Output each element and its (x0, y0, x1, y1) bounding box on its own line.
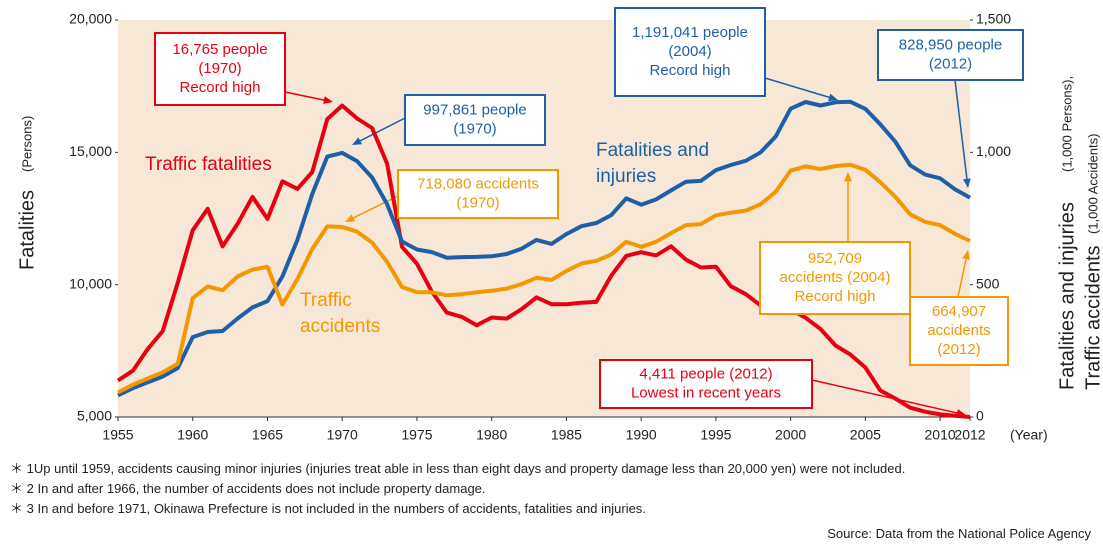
series-label: Traffic fatalities (145, 154, 272, 175)
arrow-head (963, 178, 971, 188)
x-tick-label: 1975 (401, 427, 432, 443)
y2-tick-label: 1,000 (976, 143, 1011, 159)
annotation-box (614, 7, 766, 97)
y-tick-label: 5,000 (77, 408, 112, 424)
y2-label-text: Fatalities and injuries (1056, 202, 1078, 390)
x-tick-label: 1970 (327, 427, 358, 443)
annotation-arrow (957, 255, 968, 298)
annotation-text: (1970) (453, 120, 496, 137)
x-tick-label: 1955 (102, 427, 133, 443)
x-tick-label: 2005 (850, 427, 881, 443)
x-tick-label: 1985 (551, 427, 582, 443)
annotation-text: Lowest in recent years (631, 384, 781, 401)
annotation-box (397, 169, 559, 219)
x-tick-label: 2012 (954, 427, 985, 443)
annotation-text: 718,080 accidents (417, 175, 539, 192)
annotation-text: (1970) (456, 194, 499, 211)
footnote: ＊ 2 In and after 1966, the number of acc… (10, 481, 486, 496)
arrows (284, 77, 971, 417)
series-line (117, 99, 971, 398)
y-label-unit: (Persons) (19, 116, 34, 172)
annotation-text: 952,709 (808, 250, 862, 267)
y-label: Fatalities (Persons) (16, 116, 38, 270)
annotation-box (154, 32, 286, 106)
series-line (116, 103, 971, 419)
annotation-box (759, 241, 911, 315)
arrow-head (352, 137, 362, 145)
annotation-text: Record high (795, 288, 876, 305)
annotation-arrow (357, 117, 406, 143)
arrow-head (962, 250, 970, 260)
annotation-text: (2012) (937, 341, 980, 358)
y-tick-label: 20,000 (69, 11, 112, 27)
y2-label: Fatalities and injuries (1,000 Persons),… (1056, 76, 1103, 390)
annotation-text: Record high (650, 62, 731, 79)
annotation-text: (2012) (929, 55, 972, 72)
arrow-head (828, 93, 838, 102)
series-label: Fatalities and injuries (596, 140, 710, 187)
annotation-text: 997,861 people (423, 101, 526, 118)
annotation-arrow (284, 91, 328, 102)
annotation-text: accidents (2004) (780, 269, 891, 286)
arrow-head (323, 96, 333, 104)
x-tick-label: 2010 (925, 427, 956, 443)
x-tick-label: 1960 (177, 427, 208, 443)
y-tick-label: 15,000 (69, 143, 112, 159)
y2-tick-label: 0 (976, 408, 984, 424)
annotation-box (599, 359, 813, 409)
annotation-text: accidents (927, 322, 990, 339)
annotation-text: 664,907 (932, 303, 986, 320)
annotation-text: 4,411 people (2012) (639, 365, 772, 382)
series-line (117, 162, 971, 395)
annotation-text: 16,765 people (172, 41, 267, 58)
y-tick-label: 10,000 (69, 275, 112, 291)
y2-tick-label: 500 (976, 275, 1000, 291)
annotation-arrow (954, 79, 969, 183)
y2-tick-label: 1,500 (976, 11, 1011, 27)
y2-label-unit: (1,000 Persons), (1059, 76, 1074, 172)
x-tick-label: 1980 (476, 427, 507, 443)
annotation-text: (1970) (198, 60, 241, 77)
arrow-head (844, 172, 852, 182)
x-label: (Year) (1010, 427, 1048, 443)
y2-label-text: Traffic accidents (1082, 245, 1103, 390)
x-tick-label: 2000 (775, 427, 806, 443)
x-tick-label: 1990 (626, 427, 657, 443)
annotation-box (909, 296, 1009, 366)
source: Source: Data from the National Police Ag… (827, 526, 1091, 541)
y2-label-unit: (1,000 Accidents) (1085, 134, 1100, 234)
annotation-text: 1,191,041 people (632, 24, 748, 41)
annotation-text: Record high (180, 79, 261, 96)
x-tick-label: 1995 (700, 427, 731, 443)
series-label: Traffic accidents (300, 290, 381, 337)
annotation-box (877, 29, 1024, 81)
x-tick-label: 1965 (252, 427, 283, 443)
footnote: ＊ 1Up until 1959, accidents causing mino… (10, 461, 906, 476)
annotation-text: (2004) (668, 43, 711, 60)
footnote: ＊ 3 In and before 1971, Okinawa Prefectu… (10, 501, 646, 516)
annotation-box (404, 94, 546, 146)
annotation-arrow (811, 379, 961, 415)
y-label-text: Fatalities (16, 190, 38, 270)
annotation-text: 828,950 people (899, 36, 1002, 53)
arrow-head (345, 214, 355, 222)
annotation-arrow (764, 77, 833, 99)
